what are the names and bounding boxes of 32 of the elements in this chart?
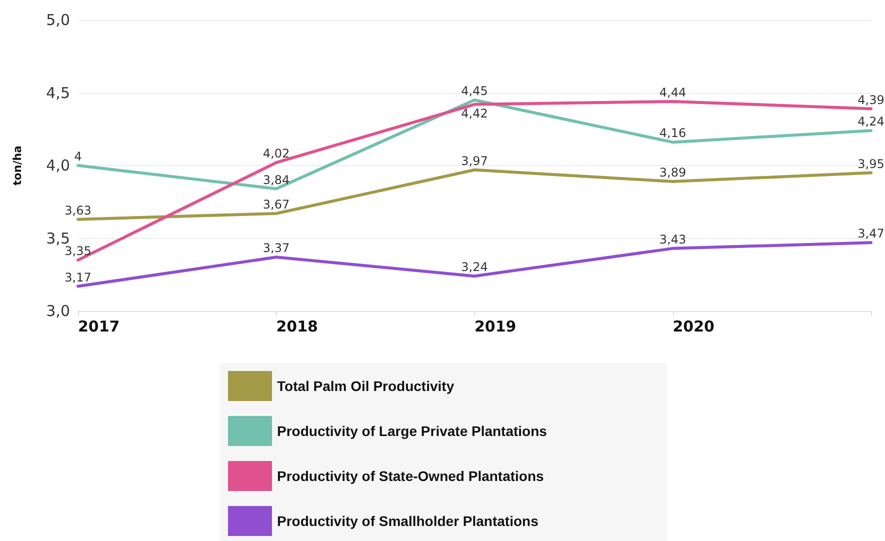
y-tick-label: 4,5 <box>46 84 70 102</box>
y-axis-title: ton/ha <box>11 146 24 186</box>
data-label: 4,44 <box>659 85 686 100</box>
data-label: 4,02 <box>262 146 290 161</box>
data-label: 3,37 <box>262 241 290 256</box>
x-tick-label: 2017 <box>78 318 120 336</box>
data-label: 3,43 <box>659 232 686 246</box>
data-label: 4,39 <box>858 92 884 107</box>
data-label: 3,24 <box>461 260 488 274</box>
legend-label: Productivity of Smallholder Plantations <box>277 513 539 529</box>
data-label: 3,17 <box>64 270 92 284</box>
legend-label: Productivity of Large Private Plantations <box>277 423 548 439</box>
y-tick-label: 3,0 <box>46 302 70 320</box>
data-label: 3,47 <box>858 226 884 241</box>
x-tick-label: 2018 <box>276 318 318 336</box>
x-tick-label: 2019 <box>474 318 516 336</box>
legend-label: Productivity of State-Owned Plantations <box>277 468 544 484</box>
data-label: 3,67 <box>262 198 290 212</box>
data-label: 3,97 <box>461 154 488 168</box>
y-tick-label: 5,0 <box>46 11 70 29</box>
data-label: 4 <box>74 150 82 164</box>
data-label: 4,16 <box>659 126 686 140</box>
x-tick-label: 2020 <box>672 318 714 336</box>
data-label: 3,95 <box>858 156 884 171</box>
y-tick-label: 4,0 <box>46 156 70 174</box>
data-label: 3,63 <box>64 203 92 218</box>
data-label: 3,84 <box>262 172 290 187</box>
data-label: 4,24 <box>858 114 884 129</box>
data-label: 4,42 <box>461 106 488 120</box>
legend-label: Total Palm Oil Productivity <box>277 378 454 394</box>
data-label: 3,89 <box>659 166 686 180</box>
data-label: 4,45 <box>461 84 488 98</box>
